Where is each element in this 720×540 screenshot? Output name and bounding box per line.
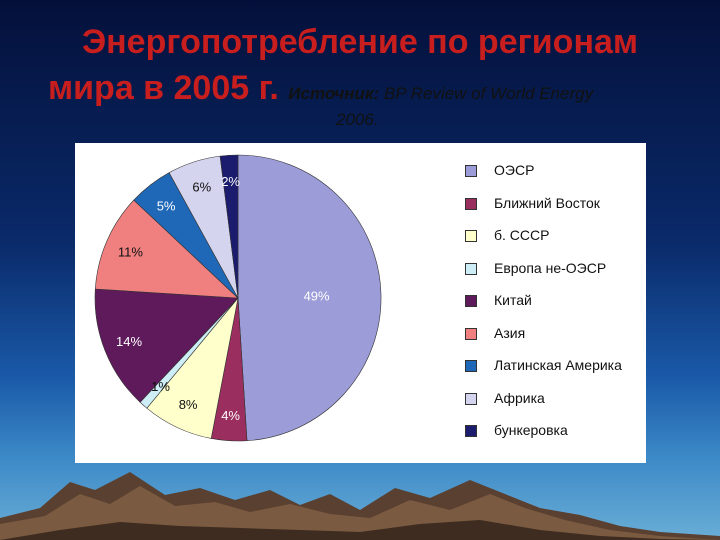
pie-slice-6 [94,199,239,299]
slice-value-label-1: 49% [304,289,330,304]
legend-label: Латинская Америка [494,357,622,373]
legend-label: б. СССР [494,227,550,243]
legend-item: Азия [462,323,652,343]
legend-item: Африка [462,388,652,408]
legend-label: Африка [494,389,545,406]
slice-value-label-4: 1% [151,379,170,394]
slice-value-label-2: 4% [221,408,240,423]
legend-swatch [465,392,477,405]
slice-value-label-5: 14% [116,334,142,349]
mountains-decoration [0,472,720,540]
slice-value-label-3: 8% [179,397,198,412]
legend-swatch [465,230,477,242]
chart-title-line2: мира в 2005 г. Источник: BP Review of Wo… [48,68,593,114]
legend-label: ОЭСР [494,162,535,178]
slice-value-label-8: 6% [192,180,211,195]
legend-swatch [465,360,477,372]
legend-label: Азия [494,324,526,341]
slice-value-label-6: 11% [118,244,143,259]
source-label: Источник: [288,84,380,103]
legend-label: Ближний Восток [494,194,600,211]
legend-item: Китай [462,290,652,310]
slice-value-label-7: 5% [157,198,176,213]
legend-item: Латинская Америка [462,355,652,375]
pie-slice-1 [237,154,382,442]
legend-label: Европа не-ОЭСР [494,259,607,276]
pie-slice-9 [219,154,239,299]
legend-swatch [465,327,477,340]
legend-swatch [465,197,477,210]
legend-item: ОЭСР [462,160,652,180]
title-year-text: мира в 2005 г. [48,69,279,107]
source-note: Источник: BP Review of World Energy [288,84,593,103]
legend-item: Ближний Восток [462,193,652,213]
pie-slice-5 [94,288,239,403]
legend-swatch [465,165,477,177]
legend-item: бункеровка [462,420,652,440]
legend-swatch [465,262,477,275]
legend-swatch [465,425,477,437]
legend-item: б. СССР [462,225,652,245]
source-text: BP Review of World Energy [383,84,594,103]
chart-title: Энергопотребление по регионам [81,23,639,61]
source-year: 2006. [336,110,379,129]
legend-swatch [465,295,477,307]
legend-item: Европа не-ОЭСР [462,258,652,278]
slice-value-label-9: 2% [221,174,240,189]
legend-label: Китай [494,292,532,308]
legend-label: бункеровка [494,422,568,438]
